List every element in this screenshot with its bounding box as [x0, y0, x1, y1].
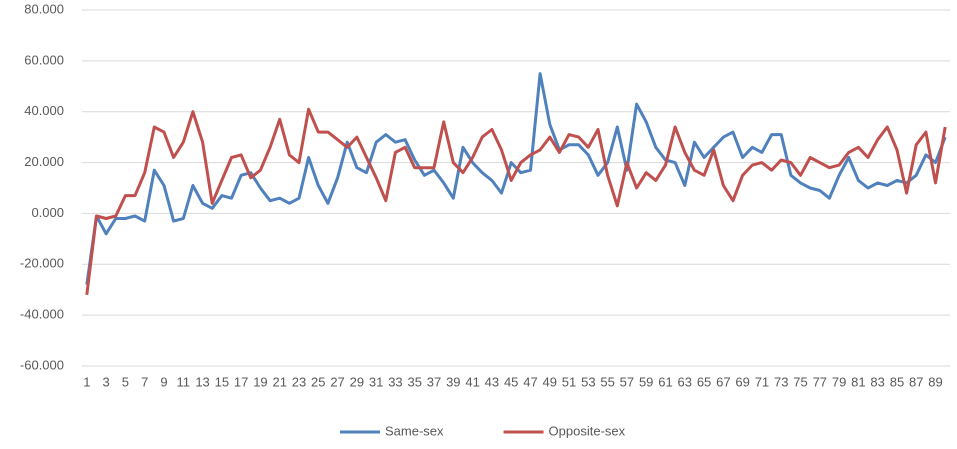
x-tick-label: 37	[427, 374, 441, 389]
x-tick-label: 79	[832, 374, 846, 389]
x-tick-label: 59	[639, 374, 653, 389]
series-line	[85, 72, 947, 285]
x-tick-label: 15	[215, 374, 229, 389]
x-tick-label: 51	[562, 374, 576, 389]
y-tick-label: 40.000	[24, 103, 64, 118]
legend-label: Opposite-sex	[549, 423, 626, 438]
x-tick-label: 65	[697, 374, 711, 389]
x-tick-label: 5	[122, 374, 129, 389]
x-tick-label: 31	[369, 374, 383, 389]
x-tick-label: 85	[890, 374, 904, 389]
x-tick-label: 77	[813, 374, 827, 389]
x-tick-label: 55	[600, 374, 614, 389]
y-tick-label: 0.000	[31, 205, 64, 220]
y-tick-label: 80.000	[24, 1, 64, 16]
x-tick-label: 83	[870, 374, 884, 389]
x-tick-label: 69	[735, 374, 749, 389]
x-tick-label: 43	[485, 374, 499, 389]
x-tick-label: 45	[504, 374, 518, 389]
x-tick-label: 57	[620, 374, 634, 389]
x-tick-label: 3	[102, 374, 109, 389]
x-tick-label: 17	[234, 374, 248, 389]
x-tick-label: 73	[774, 374, 788, 389]
x-tick-label: 29	[350, 374, 364, 389]
legend-label: Same-sex	[385, 423, 444, 438]
x-tick-label: 19	[253, 374, 267, 389]
x-tick-label: 61	[658, 374, 672, 389]
x-tick-label: 81	[851, 374, 865, 389]
x-tick-label: 47	[523, 374, 537, 389]
x-tick-label: 49	[543, 374, 557, 389]
series-line	[85, 107, 947, 295]
y-tick-label: -20.000	[20, 256, 64, 271]
x-tick-label: 67	[716, 374, 730, 389]
y-tick-label: 20.000	[24, 154, 64, 169]
x-tick-label: 53	[581, 374, 595, 389]
x-tick-label: 11	[177, 374, 191, 389]
x-tick-label: 7	[141, 374, 148, 389]
x-tick-label: 23	[292, 374, 306, 389]
x-tick-label: 1	[83, 374, 90, 389]
x-tick-label: 75	[793, 374, 807, 389]
x-tick-label: 9	[160, 374, 167, 389]
x-tick-label: 27	[330, 374, 344, 389]
x-tick-label: 25	[311, 374, 325, 389]
x-tick-label: 89	[928, 374, 942, 389]
x-tick-label: 35	[407, 374, 421, 389]
x-tick-label: 41	[465, 374, 479, 389]
y-tick-label: 60.000	[24, 52, 64, 67]
x-tick-label: 21	[272, 374, 286, 389]
x-tick-label: 13	[195, 374, 209, 389]
x-tick-label: 63	[678, 374, 692, 389]
x-tick-label: 33	[388, 374, 402, 389]
y-tick-label: -60.000	[20, 357, 64, 372]
x-tick-label: 71	[755, 374, 769, 389]
x-tick-label: 39	[446, 374, 460, 389]
y-tick-label: -40.000	[20, 307, 64, 322]
x-tick-label: 87	[909, 374, 923, 389]
